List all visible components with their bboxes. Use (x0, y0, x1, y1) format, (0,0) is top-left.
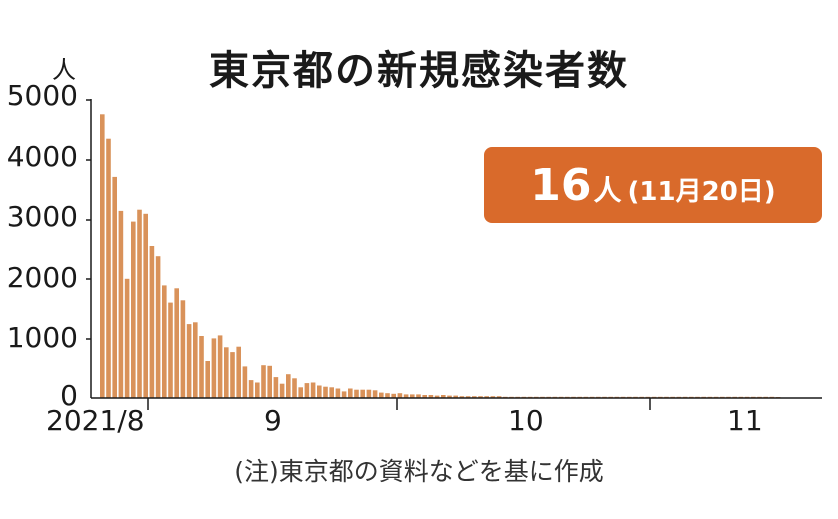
chart-title: 東京都の新規感染者数 (209, 48, 629, 94)
y-axis-unit-label: 人 (52, 56, 76, 84)
y-tick-label: 5000 (6, 79, 78, 112)
daily-case-bar (279, 383, 285, 398)
daily-case-bar (428, 395, 434, 398)
y-tick-label: 4000 (6, 140, 78, 173)
daily-case-bar (217, 335, 223, 398)
daily-case-bar (149, 246, 155, 398)
daily-case-bar (199, 336, 204, 398)
daily-case-bar (496, 396, 502, 398)
daily-case-bar (397, 393, 403, 398)
daily-case-bar (162, 285, 167, 398)
daily-case-bar (292, 378, 297, 398)
daily-case-bar (267, 365, 272, 398)
daily-case-bar (248, 380, 254, 398)
daily-case-bar (155, 256, 161, 398)
daily-case-bar (261, 365, 266, 398)
daily-case-bar (465, 396, 471, 398)
daily-case-bar (255, 382, 260, 398)
daily-case-bar (112, 176, 117, 398)
daily-case-bar (106, 138, 111, 398)
daily-case-bar (186, 324, 192, 398)
daily-case-bar (205, 361, 210, 398)
daily-case-bar (298, 387, 303, 398)
daily-case-bar (354, 389, 359, 398)
daily-case-bar (323, 386, 328, 398)
daily-case-bar (478, 396, 483, 398)
daily-case-bar (143, 213, 148, 398)
daily-case-bar (317, 385, 322, 398)
x-tick-label: 2021/8 (46, 404, 145, 437)
daily-case-bar (131, 221, 136, 398)
daily-case-bar (230, 352, 235, 398)
daily-case-bar (360, 389, 365, 398)
y-tick-label: 0 (60, 379, 78, 412)
daily-case-bar (273, 377, 279, 398)
daily-case-bar (193, 322, 198, 398)
daily-case-bar (286, 374, 291, 398)
daily-case-bar (118, 210, 124, 398)
badge-value: 16 (530, 159, 592, 211)
x-tick-label: 10 (508, 404, 544, 437)
daily-case-bar (453, 395, 458, 398)
daily-case-bar (410, 394, 415, 398)
daily-case-bar (100, 114, 105, 399)
daily-case-bar (422, 395, 427, 398)
daily-case-bar (310, 382, 316, 398)
daily-case-bar (490, 396, 496, 398)
x-tick-label: 11 (727, 404, 763, 437)
daily-case-bar (447, 395, 452, 398)
daily-case-bar (459, 396, 465, 398)
y-tick-label: 2000 (6, 261, 78, 294)
daily-case-bar (472, 396, 477, 398)
daily-case-bar (124, 278, 130, 398)
latest-count-badge: 16 人 (11月20日) (484, 147, 822, 223)
daily-case-bar (391, 393, 396, 398)
daily-case-bar (236, 346, 241, 398)
daily-case-bar (403, 394, 409, 398)
daily-case-bar (329, 387, 334, 398)
daily-case-bar (211, 338, 217, 398)
daily-case-bar (348, 388, 353, 398)
daily-case-bar (180, 300, 186, 398)
daily-case-bar (441, 395, 446, 398)
daily-case-bar (168, 302, 173, 398)
daily-case-bar (224, 347, 229, 398)
daily-case-bar (174, 288, 179, 398)
daily-case-bar (484, 396, 489, 398)
daily-case-bar (372, 390, 378, 398)
daily-case-bar (341, 391, 347, 398)
x-tick-label: 9 (264, 404, 282, 437)
daily-case-bar (366, 389, 372, 398)
y-tick-label: 3000 (6, 200, 78, 233)
daily-case-bar (137, 209, 142, 398)
daily-case-bar (304, 383, 310, 398)
daily-case-bar (242, 366, 248, 398)
daily-case-bar (335, 388, 341, 398)
daily-case-bar (385, 393, 390, 398)
badge-unit: 人 (593, 174, 622, 207)
source-note: (注)東京都の資料などを基に作成 (234, 457, 604, 486)
badge-date: (11月20日) (627, 176, 776, 207)
daily-case-bar (434, 395, 440, 398)
y-tick-label: 1000 (6, 321, 78, 354)
daily-case-bar (379, 392, 384, 398)
daily-case-bar (416, 394, 421, 398)
